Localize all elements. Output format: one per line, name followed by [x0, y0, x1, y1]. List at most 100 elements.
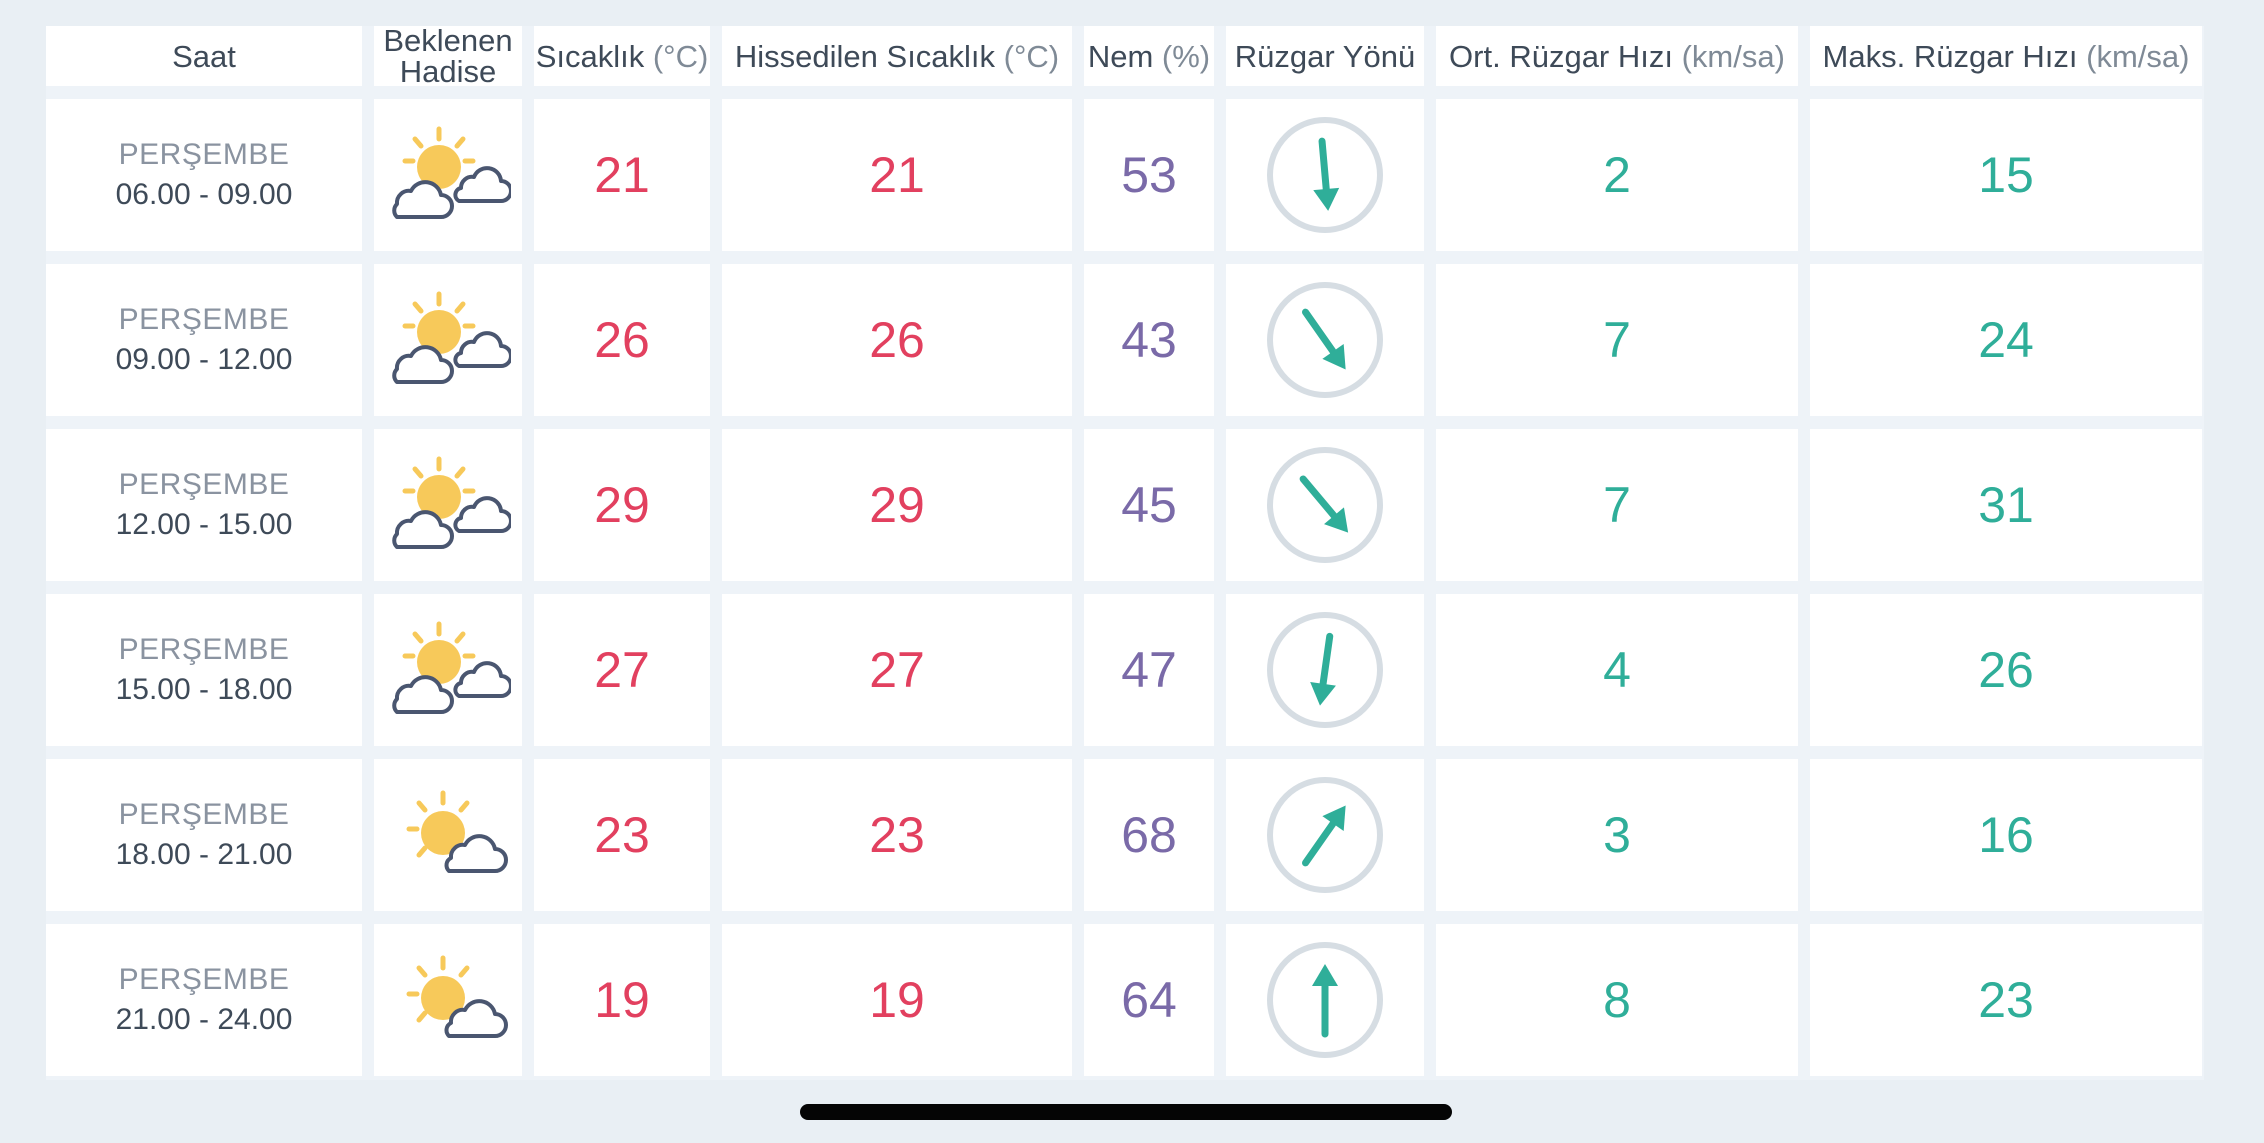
header-avg-wind: Ort. Rüzgar Hızı (km/sa) — [1436, 26, 1798, 86]
header-max-wind-unit: (km/sa) — [2086, 38, 2190, 74]
wind-direction-cell — [1226, 594, 1424, 746]
temperature-value: 21 — [594, 147, 650, 203]
time-range: 18.00 - 21.00 — [115, 838, 293, 871]
humidity-value: 53 — [1121, 147, 1177, 203]
wind-arrow-icon — [1263, 278, 1387, 402]
weather-icon-cell — [374, 759, 522, 911]
partly-cloudy-icon — [385, 290, 511, 390]
avg-wind-value: 7 — [1603, 477, 1631, 533]
home-indicator[interactable] — [800, 1104, 1452, 1120]
max-wind-value: 26 — [1978, 642, 2034, 698]
temperature-cell: 21 — [534, 99, 710, 251]
feels-like-value: 21 — [869, 147, 925, 203]
humidity-cell: 43 — [1084, 264, 1214, 416]
header-temperature: Sıcaklık (°C) — [534, 26, 710, 86]
max-wind-cell: 23 — [1810, 924, 2202, 1076]
feels-like-cell: 27 — [722, 594, 1072, 746]
feels-like-cell: 23 — [722, 759, 1072, 911]
header-event-line2: Hadise — [399, 54, 497, 89]
max-wind-cell: 26 — [1810, 594, 2202, 746]
humidity-value: 47 — [1121, 642, 1177, 698]
wind-arrow-icon — [1263, 443, 1387, 567]
wind-direction-cell — [1226, 759, 1424, 911]
time-range: 09.00 - 12.00 — [115, 343, 293, 376]
header-feels-like-unit: (°C) — [1003, 38, 1060, 74]
header-humidity-unit: (%) — [1161, 38, 1211, 74]
feels-like-value: 27 — [869, 642, 925, 698]
feels-like-cell: 26 — [722, 264, 1072, 416]
weather-icon-cell — [374, 594, 522, 746]
max-wind-cell: 24 — [1810, 264, 2202, 416]
weather-icon-cell — [374, 924, 522, 1076]
header-event-line1: Beklenen — [383, 23, 513, 58]
humidity-cell: 45 — [1084, 429, 1214, 581]
temperature-value: 29 — [594, 477, 650, 533]
max-wind-value: 16 — [1978, 807, 2034, 863]
humidity-value: 68 — [1121, 807, 1177, 863]
humidity-cell: 68 — [1084, 759, 1214, 911]
avg-wind-value: 7 — [1603, 312, 1631, 368]
wind-direction-cell — [1226, 264, 1424, 416]
header-wind-direction-label: Rüzgar Yönü — [1234, 38, 1416, 74]
forecast-table: Saat Beklenen Hadise Sıcaklık (°C) Hisse… — [46, 23, 2204, 1080]
header-wind-direction: Rüzgar Yönü — [1226, 26, 1424, 86]
humidity-value: 43 — [1121, 312, 1177, 368]
wind-direction-cell — [1226, 429, 1424, 581]
weather-icon-cell — [374, 429, 522, 581]
time-cell: PERŞEMBE 15.00 - 18.00 — [46, 594, 362, 746]
wind-arrow-icon — [1263, 938, 1387, 1062]
header-humidity: Nem (%) — [1084, 26, 1214, 86]
time-day: PERŞEMBE — [118, 633, 290, 666]
temperature-cell: 26 — [534, 264, 710, 416]
avg-wind-value: 4 — [1603, 642, 1631, 698]
max-wind-value: 23 — [1978, 972, 2034, 1028]
header-avg-wind-label: Ort. Rüzgar Hızı — [1449, 38, 1673, 74]
weather-icon-cell — [374, 99, 522, 251]
header-event: Beklenen Hadise — [374, 23, 522, 89]
time-day: PERŞEMBE — [118, 963, 290, 996]
header-temperature-label: Sıcaklık — [535, 38, 645, 74]
header-avg-wind-unit: (km/sa) — [1681, 38, 1785, 74]
feels-like-cell: 21 — [722, 99, 1072, 251]
time-range: 15.00 - 18.00 — [115, 673, 293, 706]
max-wind-value: 31 — [1978, 477, 2034, 533]
header-feels-like-label: Hissedilen Sıcaklık — [734, 38, 996, 74]
avg-wind-cell: 7 — [1436, 264, 1798, 416]
feels-like-value: 19 — [869, 972, 925, 1028]
time-cell: PERŞEMBE 09.00 - 12.00 — [46, 264, 362, 416]
header-humidity-label: Nem — [1087, 38, 1154, 74]
header-max-wind-label: Maks. Rüzgar Hızı — [1822, 38, 2078, 74]
max-wind-cell: 15 — [1810, 99, 2202, 251]
temperature-cell: 29 — [534, 429, 710, 581]
partly-cloudy-icon — [385, 455, 511, 555]
humidity-cell: 64 — [1084, 924, 1214, 1076]
time-cell: PERŞEMBE 18.00 - 21.00 — [46, 759, 362, 911]
feels-like-value: 23 — [869, 807, 925, 863]
wind-direction-cell — [1226, 99, 1424, 251]
temperature-cell: 23 — [534, 759, 710, 911]
header-max-wind: Maks. Rüzgar Hızı (km/sa) — [1810, 26, 2202, 86]
temperature-cell: 27 — [534, 594, 710, 746]
header-time: Saat — [46, 26, 362, 86]
avg-wind-value: 8 — [1603, 972, 1631, 1028]
time-range: 12.00 - 15.00 — [115, 508, 293, 541]
header-time-label: Saat — [172, 38, 236, 74]
feels-like-value: 26 — [869, 312, 925, 368]
wind-arrow-icon — [1263, 608, 1387, 732]
avg-wind-value: 3 — [1603, 807, 1631, 863]
avg-wind-cell: 2 — [1436, 99, 1798, 251]
humidity-cell: 47 — [1084, 594, 1214, 746]
avg-wind-value: 2 — [1603, 147, 1631, 203]
wind-direction-cell — [1226, 924, 1424, 1076]
time-cell: PERŞEMBE 06.00 - 09.00 — [46, 99, 362, 251]
humidity-value: 64 — [1121, 972, 1177, 1028]
sun-behind-cloud-icon — [385, 785, 511, 885]
time-range: 06.00 - 09.00 — [115, 178, 293, 211]
max-wind-value: 24 — [1978, 312, 2034, 368]
avg-wind-cell: 8 — [1436, 924, 1798, 1076]
humidity-cell: 53 — [1084, 99, 1214, 251]
humidity-value: 45 — [1121, 477, 1177, 533]
temperature-value: 19 — [594, 972, 650, 1028]
feels-like-cell: 29 — [722, 429, 1072, 581]
time-day: PERŞEMBE — [118, 138, 290, 171]
